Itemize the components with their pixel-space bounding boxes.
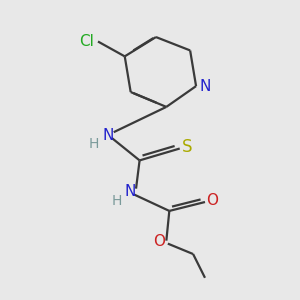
Text: N: N — [200, 79, 211, 94]
Text: O: O — [206, 193, 218, 208]
Text: O: O — [153, 234, 165, 249]
Text: Cl: Cl — [79, 34, 94, 49]
Text: H: H — [111, 194, 122, 208]
Text: H: H — [89, 137, 99, 151]
Text: S: S — [182, 138, 192, 156]
Text: N: N — [125, 184, 136, 199]
Text: N: N — [103, 128, 114, 142]
